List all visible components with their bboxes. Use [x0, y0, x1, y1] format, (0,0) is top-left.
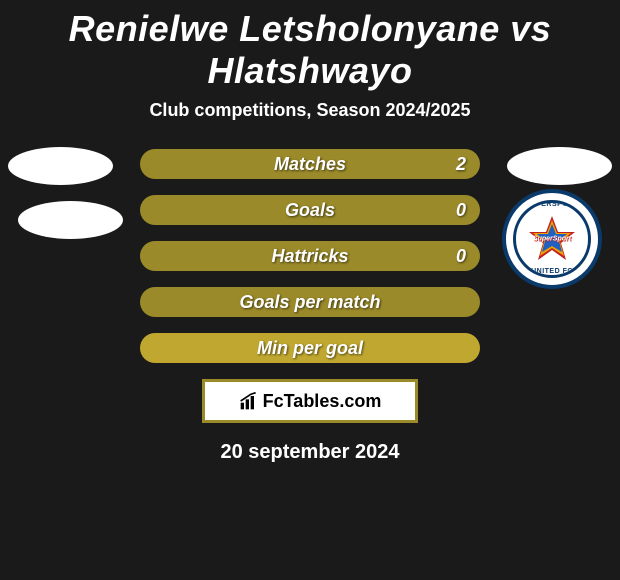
player-avatar-left-1 [8, 147, 113, 185]
badge-star-icon: SuperSport [527, 214, 577, 264]
page-title: Renielwe Letsholonyane vs Hlatshwayo [0, 8, 620, 100]
stat-value-right: 2 [456, 154, 466, 175]
stat-bar-goals-per-match: Goals per match [140, 287, 480, 317]
badge-text-bottom: UNITED FC [516, 268, 588, 275]
stat-label: Goals per match [239, 292, 380, 313]
stat-bar-hattricks: Hattricks 0 [140, 241, 480, 271]
brand-label: FcTables.com [263, 391, 382, 412]
stat-value-right: 0 [456, 200, 466, 221]
stat-bar-matches: Matches 2 [140, 149, 480, 179]
stat-value-right: 0 [456, 246, 466, 267]
player-avatar-left-2 [18, 201, 123, 239]
badge-center-text: SuperSport [533, 236, 571, 243]
brand-text: FcTables.com [239, 391, 382, 412]
stat-bar-min-per-goal: Min per goal [140, 333, 480, 363]
player-avatar-right-1 [507, 147, 612, 185]
infographic-container: Renielwe Letsholonyane vs Hlatshwayo Clu… [0, 0, 620, 472]
club-badge-inner: SUPERSPORT SuperSport UNITED FC [513, 200, 591, 278]
stat-label: Goals [285, 200, 335, 221]
stats-area: SUPERSPORT SuperSport UNITED FC Matches … [0, 149, 620, 363]
club-badge: SUPERSPORT SuperSport UNITED FC [502, 189, 602, 289]
stat-bar-goals: Goals 0 [140, 195, 480, 225]
stat-label: Hattricks [271, 246, 348, 267]
chart-icon [239, 391, 259, 411]
badge-text-top: SUPERSPORT [516, 201, 588, 208]
stat-label: Min per goal [257, 338, 363, 359]
stat-bars: Matches 2 Goals 0 Hattricks 0 Goals per … [140, 149, 480, 363]
subtitle: Club competitions, Season 2024/2025 [0, 100, 620, 121]
stat-label: Matches [274, 154, 346, 175]
date-line: 20 september 2024 [0, 441, 620, 464]
brand-box: FcTables.com [202, 379, 418, 423]
